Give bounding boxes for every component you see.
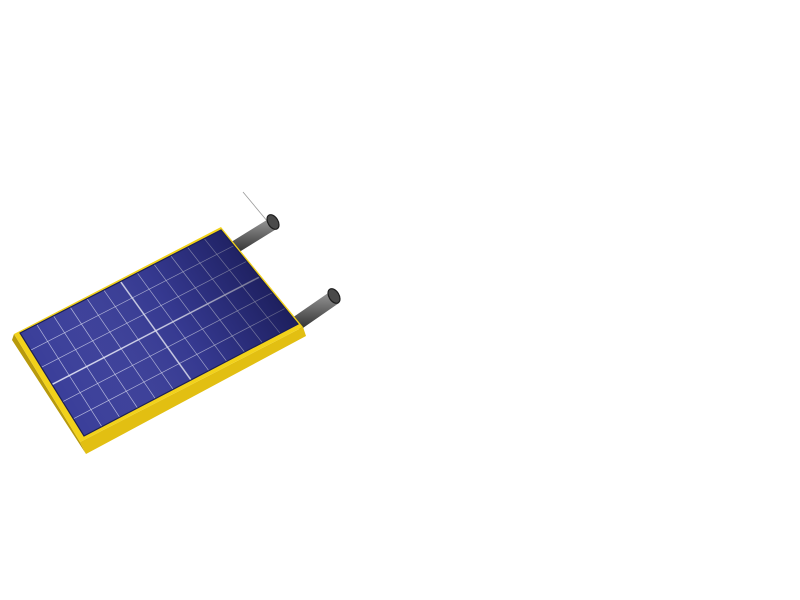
support-post-back <box>228 214 280 254</box>
panel-edge <box>19 229 299 437</box>
post-cap-back <box>266 214 280 230</box>
antenna-wire <box>242 191 269 223</box>
frame-front <box>80 327 306 454</box>
panel-shading <box>20 230 298 436</box>
frame-side <box>12 334 86 454</box>
post-cap-front <box>327 288 341 304</box>
support-post-front <box>292 288 341 330</box>
